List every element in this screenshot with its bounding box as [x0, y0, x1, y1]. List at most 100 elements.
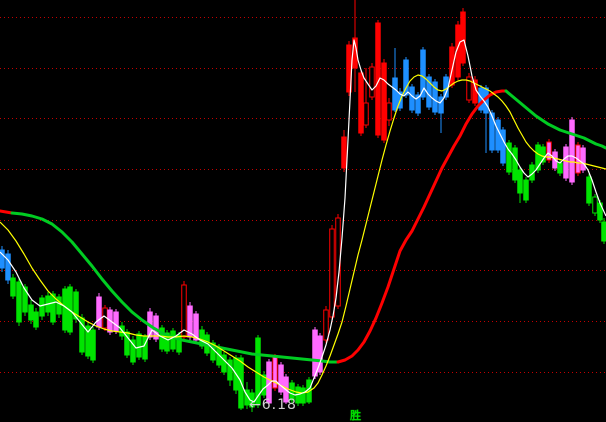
candle-body	[517, 169, 523, 194]
candle-body	[96, 296, 102, 328]
candle	[409, 84, 415, 113]
candle	[392, 48, 398, 112]
candle-body	[16, 281, 22, 323]
candle-body	[176, 334, 182, 353]
candle	[39, 295, 45, 320]
candle	[56, 294, 62, 318]
candle	[506, 140, 512, 175]
candle-body	[546, 141, 552, 161]
candle-body	[5, 253, 11, 281]
ma-long-down	[504, 89, 606, 150]
candle-body	[130, 339, 136, 363]
candle-body	[586, 176, 592, 204]
candle	[5, 250, 11, 284]
candle	[79, 314, 85, 355]
candle-body	[22, 286, 28, 313]
candle-body	[50, 293, 56, 323]
candle-body	[0, 249, 5, 269]
candle-body	[221, 354, 227, 373]
candle	[113, 309, 119, 334]
candle-body	[323, 309, 329, 341]
candle-body	[432, 81, 438, 113]
gridlines	[0, 17, 606, 373]
candle-body	[375, 22, 381, 136]
candle-body	[569, 119, 575, 183]
candle-body	[124, 331, 130, 356]
candle	[363, 68, 369, 128]
candle	[329, 225, 335, 320]
ma-mid-yellow	[0, 74, 606, 394]
candles-layer	[0, 0, 606, 412]
candle	[90, 327, 96, 363]
candle-body	[506, 142, 512, 173]
candle	[580, 145, 586, 173]
candle-body	[181, 284, 187, 338]
candle	[512, 145, 518, 183]
candle	[130, 336, 136, 365]
candle-body	[312, 329, 318, 377]
candle	[159, 325, 165, 352]
candle-body	[409, 86, 415, 111]
candle	[403, 57, 409, 98]
candle	[124, 329, 130, 358]
candle-body	[317, 335, 323, 373]
candle-body	[438, 96, 444, 114]
candle	[601, 218, 606, 244]
candle-body	[500, 129, 506, 164]
candle	[466, 73, 472, 103]
candle	[386, 98, 392, 126]
candle-body	[540, 146, 546, 163]
candle	[415, 92, 421, 116]
candle	[592, 194, 598, 216]
candle	[0, 246, 5, 272]
candle-body	[10, 277, 16, 297]
candle-body	[489, 112, 495, 151]
ma-long-up	[0, 209, 14, 215]
candle	[261, 371, 267, 398]
ma-short-white	[0, 39, 606, 403]
candle-body	[33, 311, 39, 328]
candle	[500, 127, 506, 166]
candle-body	[62, 288, 68, 331]
candle-body	[170, 330, 176, 350]
candle-body	[403, 59, 409, 96]
candle-body	[193, 313, 199, 341]
candle	[540, 144, 546, 165]
candle	[517, 167, 523, 203]
candle-body	[227, 359, 233, 381]
candle	[16, 278, 22, 326]
candle	[85, 322, 91, 359]
candle-body	[358, 72, 364, 134]
candle-body	[341, 136, 347, 169]
candle-body	[381, 62, 387, 141]
candle-body	[523, 179, 529, 201]
candle-body	[300, 387, 306, 404]
candle	[586, 174, 592, 206]
candle	[317, 333, 323, 375]
candle	[523, 177, 529, 203]
candle	[227, 357, 233, 386]
candle-body	[255, 337, 261, 406]
candle-body	[329, 228, 335, 318]
candle-body	[278, 364, 284, 393]
candle	[300, 385, 306, 406]
candle-body	[113, 311, 119, 332]
candle	[278, 362, 284, 395]
ma-long-up	[336, 89, 508, 364]
candle	[170, 328, 176, 352]
candle-body	[386, 102, 392, 121]
candle	[62, 286, 68, 333]
candle-body	[420, 49, 426, 98]
candle-body	[142, 336, 148, 360]
candle-body	[512, 147, 518, 181]
candle	[323, 306, 329, 343]
candle	[28, 300, 34, 324]
candle	[375, 20, 381, 138]
candle	[381, 59, 387, 143]
candle	[563, 144, 569, 181]
candle	[176, 332, 182, 355]
candle-body	[369, 66, 375, 98]
candle-body	[90, 329, 96, 361]
